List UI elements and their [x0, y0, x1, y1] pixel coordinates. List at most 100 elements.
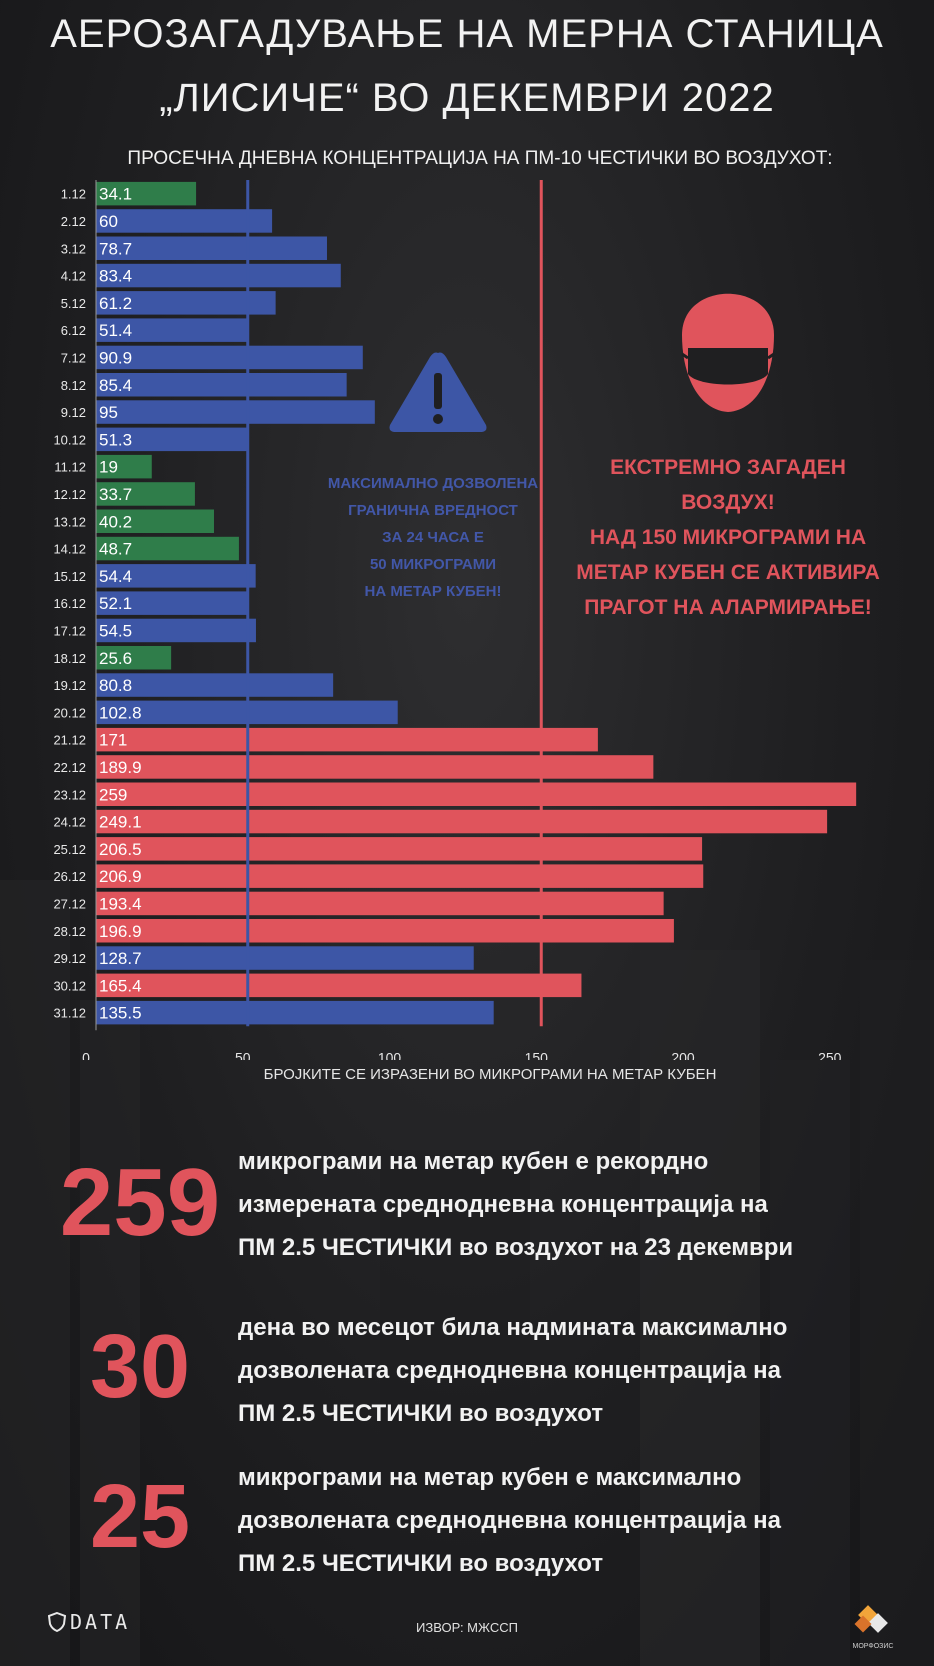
x-tick-label: 0 — [82, 1049, 90, 1060]
category-tick-label: 28.12 — [53, 924, 86, 939]
category-tick-label: 27.12 — [53, 896, 86, 911]
alarm-annotation: ЕКСТРЕМНО ЗАГАДЕН ВОЗДУХ! НАД 150 МИКРОГ… — [568, 450, 888, 625]
x-axis-label: БРОЈКИТЕ СЕ ИЗРАЗЕНИ ВО МИКРОГРАМИ НА МЕ… — [263, 1066, 717, 1083]
bar-17.12 — [96, 618, 256, 643]
bar-value-label: 85.4 — [99, 376, 132, 395]
bar-27.12 — [96, 891, 664, 916]
x-tick-label: 50 — [235, 1049, 251, 1060]
bar-30.12 — [96, 973, 582, 998]
bar-value-label: 259 — [99, 785, 127, 804]
bar-value-label: 206.9 — [99, 867, 142, 886]
category-tick-label: 14.12 — [53, 542, 86, 557]
morfozis-logo: МОРФОЗИС — [848, 1604, 898, 1650]
bar-value-label: 60 — [99, 212, 118, 231]
category-tick-label: 11.12 — [54, 460, 86, 475]
category-tick-label: 2.12 — [61, 214, 86, 229]
bar-value-label: 135.5 — [99, 1004, 142, 1023]
face-mask-icon — [681, 293, 775, 412]
bar-value-label: 128.7 — [99, 949, 142, 968]
category-tick-label: 17.12 — [53, 623, 86, 638]
alarm-annotation-line: НАД 150 МИКРОГРАМИ НА — [589, 526, 867, 549]
bar-value-label: 40.2 — [99, 512, 132, 531]
bar-value-label: 19 — [99, 458, 118, 477]
alarm-annotation-line: МЕТАР КУБЕН СЕ АКТИВИРА — [576, 561, 880, 584]
logo-text: DATA — [70, 1610, 131, 1634]
x-tick-label: 200 — [671, 1049, 695, 1060]
bar-value-label: 90.9 — [99, 348, 132, 367]
category-tick-label: 31.12 — [53, 1006, 86, 1021]
stat-line: ПМ 2.5 ЧЕСТИЧКИ во воздухот на 23 декемв… — [238, 1234, 794, 1261]
category-tick-label: 24.12 — [53, 815, 86, 830]
bar-value-label: 78.7 — [99, 239, 132, 258]
bar-14.12 — [96, 536, 239, 561]
limit-annotation-line: 50 МИКРОГРАМИ — [369, 556, 497, 573]
limit-annotation: МАКСИМАЛНО ДОЗВОЛЕНА ГРАНИЧНА ВРЕДНОСТ З… — [318, 470, 548, 605]
stat-text: микрограми на метар кубен е рекордно изм… — [238, 1140, 878, 1269]
bar-25.12 — [96, 837, 703, 861]
category-tick-label: 15.12 — [53, 569, 86, 584]
x-tick-label: 250 — [818, 1049, 842, 1060]
bar-value-label: 165.4 — [99, 976, 142, 995]
limit-annotation-line: МАКСИМАЛНО ДОЗВОЛЕНА — [327, 475, 539, 492]
category-tick-label: 6.12 — [61, 323, 86, 338]
stat-line: ПМ 2.5 ЧЕСТИЧКИ во воздухот — [238, 1550, 604, 1577]
bar-value-label: 193.4 — [99, 894, 142, 913]
category-tick-label: 3.12 — [61, 241, 86, 256]
category-tick-label: 10.12 — [53, 432, 86, 447]
category-tick-label: 30.12 — [53, 978, 86, 993]
alarm-annotation-line: ПРАГОТ НА АЛАРМИРАЊЕ! — [584, 596, 872, 619]
bar-11.12 — [96, 454, 152, 479]
bar-26.12 — [96, 864, 704, 888]
stat-number: 25 — [89, 1467, 191, 1567]
category-tick-label: 20.12 — [53, 705, 86, 720]
bar-15.12 — [96, 564, 256, 588]
diamond-logo-icon — [854, 1605, 888, 1633]
bar-value-label: 189.9 — [99, 758, 142, 777]
data-logo: DATA — [48, 1610, 130, 1634]
chart-subtitle: ПРОСЕЧНА ДНЕВНА КОНЦЕНТРАЦИЈА НА ПМ-10 Ч… — [127, 148, 833, 169]
warning-triangle-icon — [389, 352, 487, 432]
bar-16.12 — [96, 591, 249, 615]
bar-18.12 — [96, 646, 172, 670]
bar-value-label: 206.5 — [99, 840, 142, 859]
bar-6.12 — [96, 318, 247, 342]
category-tick-label: 22.12 — [53, 760, 86, 775]
category-tick-label: 1.12 — [61, 187, 86, 202]
category-tick-label: 25.12 — [53, 842, 86, 857]
category-tick-label: 13.12 — [53, 514, 86, 529]
bar-value-label: 249.1 — [99, 813, 142, 832]
bar-9.12 — [96, 400, 375, 424]
limit-annotation-line: ЗА 24 ЧАСА Е — [382, 529, 484, 546]
bar-value-label: 48.7 — [99, 540, 132, 559]
bar-value-label: 25.6 — [99, 649, 132, 668]
alarm-annotation-line: ВОЗДУХ! — [681, 491, 775, 514]
bar-31.12 — [96, 1000, 494, 1025]
category-tick-label: 29.12 — [53, 951, 86, 966]
category-tick-label: 9.12 — [61, 405, 86, 420]
bar-28.12 — [96, 919, 674, 943]
bar-value-label: 33.7 — [99, 485, 132, 504]
bar-29.12 — [96, 946, 474, 970]
category-tick-label: 23.12 — [53, 787, 86, 802]
stat-line: дена во месецот била надмината максималн… — [238, 1314, 788, 1341]
stat-text: дена во месецот била надмината максималн… — [238, 1306, 878, 1435]
bar-value-label: 34.1 — [99, 185, 132, 204]
category-tick-label: 8.12 — [61, 378, 86, 393]
stat-text: микрограми на метар кубен е максимално д… — [238, 1456, 878, 1585]
alarm-annotation-line: ЕКСТРЕМНО ЗАГАДЕН — [610, 456, 846, 479]
bar-value-label: 61.2 — [99, 294, 132, 313]
bar-value-label: 51.3 — [99, 430, 132, 449]
bar-value-label: 171 — [99, 731, 127, 750]
category-tick-label: 4.12 — [61, 269, 86, 284]
logo-text: МОРФОЗИС — [852, 1643, 894, 1650]
bar-10.12 — [96, 427, 247, 452]
bar-12.12 — [96, 482, 195, 506]
bar-8.12 — [96, 373, 347, 397]
bar-7.12 — [96, 345, 363, 370]
stat-line: дозволената среднодневна концентрација н… — [238, 1507, 781, 1534]
bar-value-label: 95 — [99, 403, 118, 422]
category-tick-label: 26.12 — [53, 869, 86, 884]
bar-value-label: 51.4 — [99, 321, 132, 340]
stat-line: ПМ 2.5 ЧЕСТИЧКИ во воздухот — [238, 1400, 604, 1427]
bar-19.12 — [96, 673, 334, 697]
